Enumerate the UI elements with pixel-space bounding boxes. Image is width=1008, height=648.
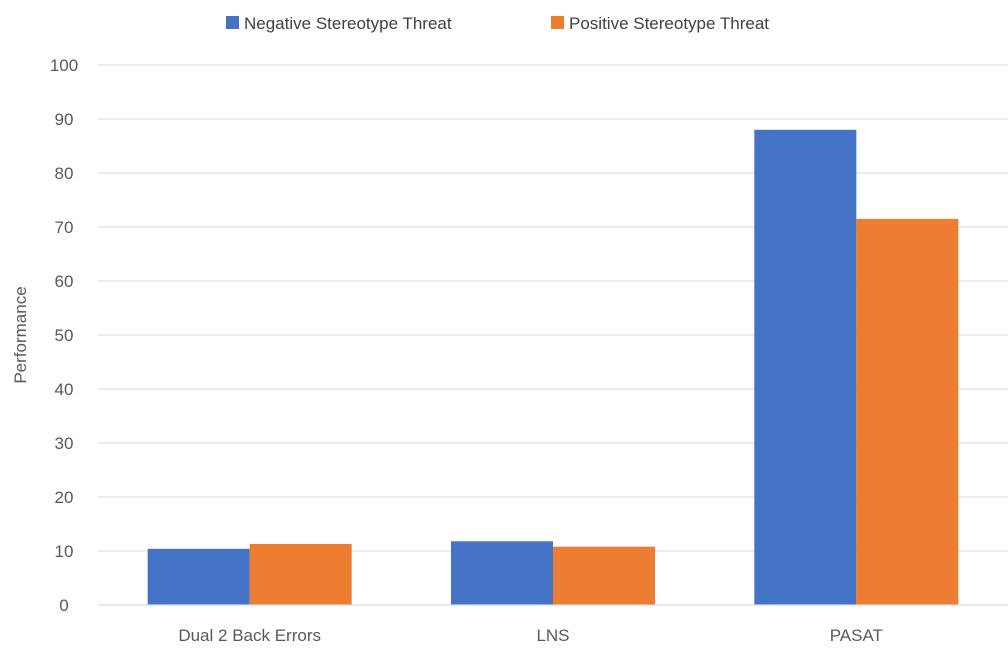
bar-negative-1 bbox=[451, 541, 553, 605]
gridlines bbox=[98, 64, 1008, 552]
x-tick-label: PASAT bbox=[830, 626, 883, 645]
y-tick-label: 10 bbox=[55, 542, 74, 561]
y-tick-label: 60 bbox=[55, 272, 74, 291]
x-tick-label: LNS bbox=[536, 626, 569, 645]
y-tick-label: 50 bbox=[55, 326, 74, 345]
y-tick-label: 90 bbox=[55, 110, 74, 129]
legend: Negative Stereotype Threat Positive Stere… bbox=[226, 14, 769, 33]
y-tick-label: 0 bbox=[59, 596, 68, 615]
legend-swatch bbox=[226, 16, 239, 29]
x-tick-label: Dual 2 Back Errors bbox=[178, 626, 321, 645]
bar-positive-2 bbox=[856, 218, 959, 605]
legend-label: Negative Stereotype Threat bbox=[244, 14, 452, 33]
legend-label: Positive Stereotype Threat bbox=[569, 14, 769, 33]
bar-positive-1 bbox=[553, 546, 655, 605]
y-tick-label: 20 bbox=[55, 488, 74, 507]
legend-swatch bbox=[551, 16, 564, 29]
bar-negative-2 bbox=[754, 129, 857, 606]
bar-positive-0 bbox=[249, 543, 352, 605]
bar-negative-0 bbox=[147, 548, 250, 605]
y-axis-title: Performance bbox=[11, 286, 30, 383]
y-tick-label: 80 bbox=[55, 164, 74, 183]
y-tick-label: 70 bbox=[55, 218, 74, 237]
y-tick-label: 40 bbox=[55, 380, 74, 399]
y-axis-ticks: 0 10 20 30 40 50 60 70 80 90 100 bbox=[50, 56, 78, 615]
y-tick-label: 30 bbox=[55, 434, 74, 453]
x-axis-ticks: Dual 2 Back Errors LNS PASAT bbox=[178, 626, 883, 645]
bars bbox=[147, 129, 959, 606]
y-tick-label: 100 bbox=[50, 56, 78, 75]
